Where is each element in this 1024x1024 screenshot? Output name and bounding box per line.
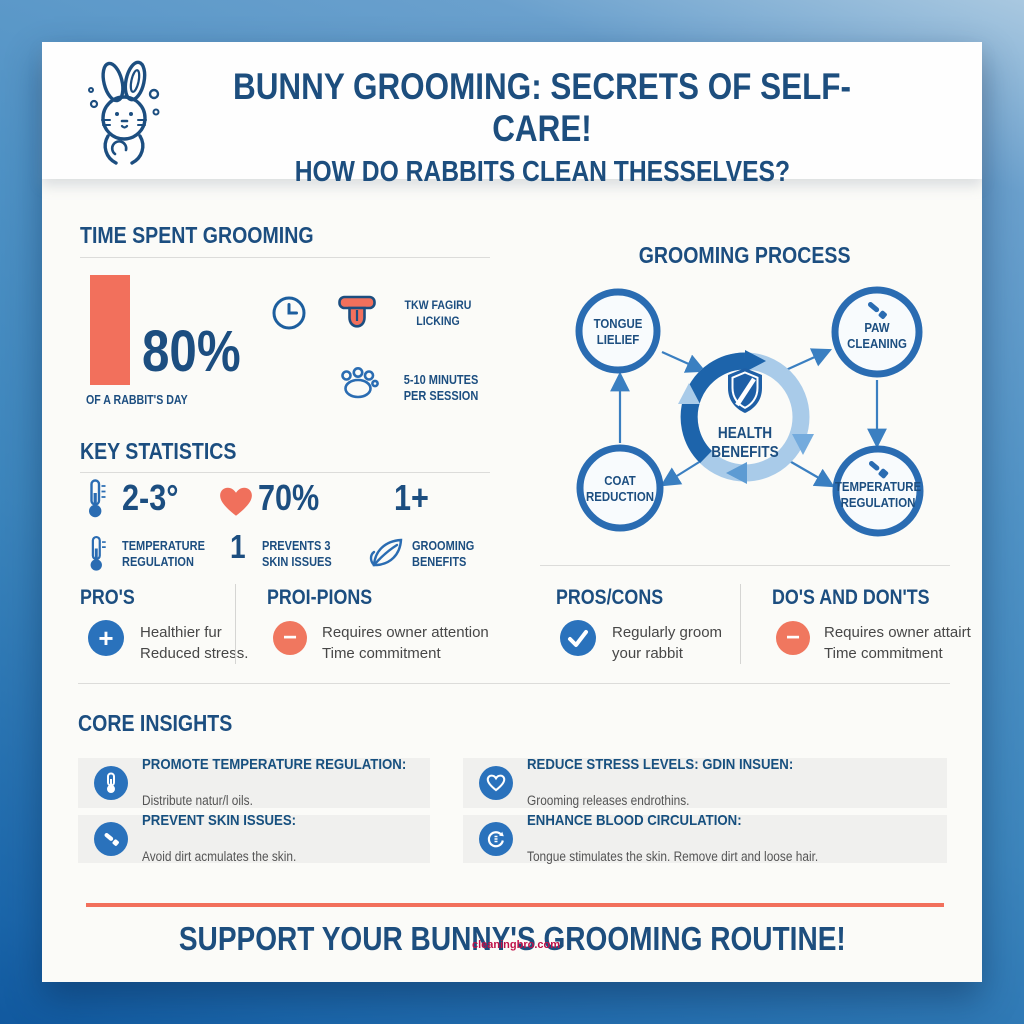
minus-icon: − (776, 621, 810, 655)
session-label: 5-10 MINUTES PER SESSION (403, 373, 479, 404)
refresh-icon (479, 822, 513, 856)
dos-donts-text: Requires owner attairt Time commitment (824, 624, 971, 662)
brush-icon (868, 461, 889, 479)
key-statistics-heading: KEY STATISTICS (80, 438, 237, 464)
insight-title: PREVENT SKIN ISSUES: (142, 812, 297, 830)
pros-heading: PRO'S (80, 586, 135, 609)
insight-desc: Avoid dirt acmulates the skin. (142, 848, 297, 864)
divider (540, 565, 950, 566)
dos-donts-heading: DO'S AND DON'TS (772, 586, 930, 609)
insight-item: ENHANCE BLOOD CIRCULATION: Tongue stimul… (463, 812, 947, 864)
stat-benefit-value: 1+ (394, 477, 429, 518)
clock-icon (272, 296, 306, 330)
divider (740, 584, 741, 664)
divider (80, 257, 490, 258)
grooming-process-diagram: TONGUE LIELIEF PAW CLEANING COAT REDUCTI… (540, 258, 950, 564)
insight-desc: Distribute natur/l oils. (142, 792, 253, 808)
insight-desc: Grooming releases endrothins. (527, 792, 690, 808)
cons-text: Requires owner attention Time commitment (322, 624, 489, 662)
footer-accent-line (86, 903, 944, 907)
heart-icon (479, 766, 513, 800)
infographic-card: BUNNY GROOMING: SECRETS OF SELF-CARE! HO… (42, 42, 982, 982)
brush-icon (94, 822, 128, 856)
process-cycle-graphic (575, 286, 924, 537)
time-spent-value: 80% (142, 319, 241, 384)
page-subtitle: HOW DO RABBITS CLEAN THESSELVES? (294, 156, 790, 188)
shield-icon (728, 368, 762, 413)
core-insights-heading: CORE INSIGHTS (78, 710, 233, 736)
node-temp: TEMPERATURE REGULATION (834, 479, 922, 510)
stat-prevents-label: PREVENTS 3 SKIN ISSUES (262, 539, 332, 570)
insight-title: ENHANCE BLOOD CIRCULATION: (527, 812, 742, 830)
pros-text: Healthier fur Reduced stress. (140, 624, 249, 662)
minus-icon: − (273, 621, 307, 655)
thermometer-icon (89, 479, 106, 518)
tongue-icon (338, 295, 376, 328)
stat-temp-label: TEMPERATURE REGULATION (122, 539, 205, 570)
check-icon (560, 620, 596, 656)
insight-desc: Tongue stimulates the skin. Remove dirt … (527, 848, 819, 864)
bunny-icon (88, 60, 160, 165)
insight-title: REDUCE STRESS LEVELS: GDIN INSUEN: (527, 756, 794, 774)
paw-icon (341, 367, 379, 399)
divider (78, 683, 950, 684)
process-heading: GROOMING PROCESS (639, 242, 851, 268)
header: BUNNY GROOMING: SECRETS OF SELF-CARE! HO… (42, 42, 982, 188)
insight-item: REDUCE STRESS LEVELS: GDIN INSUEN: Groom… (463, 756, 947, 808)
footer-title: SUPPORT YOUR BUNNY'S GROOMING ROUTINE! (178, 920, 846, 957)
divider (80, 472, 490, 473)
plus-icon: + (88, 620, 124, 656)
time-spent-label: OF A RABBIT'S DAY (86, 393, 188, 407)
insight-title: PROMOTE TEMPERATURE REGULATION: (142, 756, 407, 774)
thermometer-icon (94, 766, 128, 800)
stat-temp-value: 2-3° (122, 477, 179, 518)
pros-cons-heading: PROS/CONS (556, 586, 664, 609)
stat-grooming-label: GROOMING BENEFITS (412, 539, 475, 570)
time-spent-bar (90, 275, 130, 385)
pros-cons-text: Regularly groom your rabbit (612, 624, 723, 662)
node-tongue: TONGUE LIELIEF (593, 316, 643, 347)
node-coat: COAT REDUCTION (585, 473, 655, 504)
stat-prevents-value: 1 (230, 528, 246, 565)
brush-icon (867, 302, 887, 319)
insight-item: PREVENT SKIN ISSUES: Avoid dirt acmulate… (78, 812, 430, 864)
stat-stress-value: 70% (258, 477, 320, 518)
center-label: HEALTH BENEFITS (711, 425, 779, 461)
watermark: cleaningbro.com (472, 939, 561, 951)
node-paw: PAW CLEANING (847, 320, 907, 351)
divider (235, 584, 236, 664)
cons-heading: PROI-PIONS (267, 586, 373, 609)
time-spent-heading: TIME SPENT GROOMING (80, 222, 314, 248)
insight-item: PROMOTE TEMPERATURE REGULATION: Distribu… (78, 756, 430, 808)
licking-label: TKW FAGIRU LICKING (404, 298, 472, 328)
heart-icon (220, 487, 252, 516)
thermometer-icon (90, 535, 106, 571)
page-title: BUNNY GROOMING: SECRETS OF SELF-CARE! (233, 66, 851, 149)
leaf-icon (369, 538, 403, 567)
